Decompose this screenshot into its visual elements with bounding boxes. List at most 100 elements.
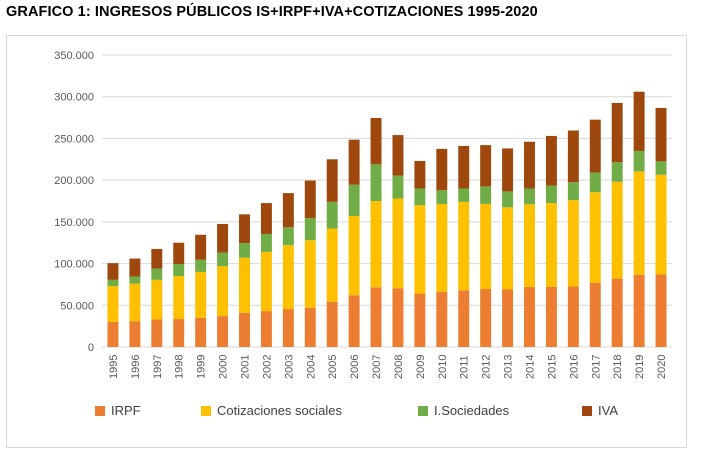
bar-segment-iva-2001 — [239, 214, 250, 244]
bar-segment-irpf-2006 — [348, 295, 360, 347]
bar-segment-cotizaciones-sociales-2015 — [545, 203, 557, 287]
bar-segment-cotizaciones-sociales-2017 — [589, 192, 601, 283]
bar-segment-i-sociedades-2015 — [545, 185, 557, 204]
bar-segment-irpf-2009 — [414, 293, 426, 347]
bar-segment-irpf-2011 — [458, 290, 470, 347]
bar-segment-cotizaciones-sociales-2008 — [392, 198, 404, 289]
bar-segment-iva-2012 — [480, 145, 492, 187]
legend-swatch — [201, 405, 211, 416]
bar-segment-iva-2005 — [326, 159, 338, 202]
bar-segment-iva-2020 — [655, 107, 667, 162]
bar-segment-i-sociedades-1995 — [107, 279, 119, 287]
bar-segment-cotizaciones-sociales-2013 — [502, 207, 514, 290]
bar-segment-cotizaciones-sociales-2005 — [326, 228, 338, 302]
bar-segment-irpf-2010 — [436, 291, 448, 347]
x-tick-label: 2005 — [327, 355, 339, 379]
bar-segment-i-sociedades-2019 — [633, 150, 645, 172]
legend-swatch — [418, 405, 428, 416]
bar-segment-i-sociedades-2018 — [611, 162, 623, 182]
bar-segment-irpf-2020 — [655, 274, 667, 347]
bar-segment-cotizaciones-sociales-2012 — [480, 203, 492, 290]
bar-segment-i-sociedades-2003 — [282, 227, 294, 246]
bar-segment-i-sociedades-2009 — [414, 188, 426, 206]
bar-segment-cotizaciones-sociales-2002 — [260, 251, 272, 312]
bar-segment-irpf-2003 — [282, 309, 294, 347]
y-tick-label: 200.000 — [54, 175, 94, 187]
bar-segment-cotizaciones-sociales-2020 — [655, 174, 667, 275]
bar-segment-iva-2007 — [370, 117, 382, 165]
bar-segment-cotizaciones-sociales-2004 — [304, 240, 316, 308]
bar-segment-i-sociedades-2002 — [260, 233, 272, 252]
bar-segment-i-sociedades-2020 — [655, 161, 667, 175]
x-tick-label: 2002 — [261, 355, 273, 379]
bar-segment-i-sociedades-2012 — [480, 186, 492, 204]
x-tick-label: 2010 — [437, 355, 449, 379]
bar-segment-irpf-2001 — [239, 312, 250, 347]
bar-segment-irpf-1998 — [173, 319, 185, 347]
bar-segment-iva-2010 — [436, 148, 448, 191]
bar-segment-iva-2019 — [633, 91, 645, 151]
bar-segment-i-sociedades-2014 — [524, 188, 535, 205]
bar-segment-iva-2016 — [567, 130, 579, 183]
y-tick-label: 250.000 — [54, 133, 94, 145]
x-tick-label: 2015 — [546, 355, 558, 379]
y-tick-label: 100.000 — [54, 259, 94, 271]
bar-segment-iva-2006 — [348, 139, 360, 185]
x-tick-label: 2018 — [612, 355, 624, 379]
bar-segment-i-sociedades-2004 — [304, 218, 316, 241]
y-tick-label: 50.000 — [60, 300, 94, 312]
bar-segment-i-sociedades-1997 — [151, 268, 163, 280]
bar-segment-i-sociedades-2010 — [436, 190, 448, 204]
legend-item: I.Sociedades — [418, 403, 509, 418]
bar-segment-cotizaciones-sociales-1999 — [195, 271, 207, 318]
chart-frame — [6, 35, 687, 448]
bar-segment-irpf-2012 — [480, 289, 492, 347]
x-tick-label: 2013 — [503, 355, 515, 379]
bar-segment-cotizaciones-sociales-2016 — [567, 200, 579, 287]
x-tick-label: 2011 — [459, 355, 471, 379]
bar-segment-irpf-2018 — [611, 278, 623, 347]
y-tick-label: 350.000 — [54, 50, 94, 62]
x-tick-label: 1997 — [152, 355, 164, 379]
bar-segment-i-sociedades-2008 — [392, 175, 404, 199]
x-tick-label: 2004 — [305, 355, 317, 379]
bar-segment-i-sociedades-2011 — [458, 188, 470, 202]
bar-segment-iva-2013 — [502, 148, 514, 192]
legend-swatch — [582, 405, 592, 416]
bar-segment-cotizaciones-sociales-2007 — [370, 201, 382, 288]
x-tick-label: 1999 — [196, 355, 208, 379]
x-tick-label: 1995 — [108, 355, 120, 379]
x-tick-label: 2016 — [568, 355, 580, 379]
x-tick-label: 2006 — [349, 355, 361, 379]
bar-segment-iva-2018 — [611, 102, 623, 163]
bar-segment-i-sociedades-2001 — [239, 243, 250, 258]
bar-segment-irpf-2015 — [545, 286, 557, 347]
x-tick-label: 2012 — [481, 355, 493, 379]
bar-segment-irpf-2004 — [304, 307, 316, 347]
bar-segment-irpf-2005 — [326, 301, 338, 347]
legend-item: Cotizaciones sociales — [201, 403, 342, 418]
x-tick-label: 2003 — [283, 355, 295, 379]
x-tick-label: 2019 — [634, 355, 646, 379]
bar-segment-iva-2004 — [304, 180, 316, 219]
bar-segment-irpf-2007 — [370, 287, 382, 347]
bar-segment-irpf-2002 — [260, 311, 272, 347]
x-tick-label: 1996 — [130, 355, 142, 379]
bar-segment-cotizaciones-sociales-1996 — [129, 283, 141, 322]
x-tick-label: 2001 — [240, 355, 252, 379]
bar-segment-iva-1999 — [195, 234, 207, 260]
x-tick-label: 2017 — [590, 355, 602, 379]
bar-segment-cotizaciones-sociales-2009 — [414, 205, 426, 294]
legend-item: IRPF — [95, 403, 141, 418]
legend-label: I.Sociedades — [434, 403, 510, 418]
x-tick-label: 2000 — [218, 355, 230, 379]
x-tick-label: 2009 — [415, 355, 427, 379]
bar-segment-iva-2008 — [392, 135, 404, 176]
bar-segment-irpf-2017 — [589, 282, 601, 347]
bar-segment-cotizaciones-sociales-2010 — [436, 203, 448, 292]
bar-segment-cotizaciones-sociales-2014 — [524, 204, 535, 287]
legend-label: Cotizaciones sociales — [217, 403, 343, 418]
bar-segment-irpf-2008 — [392, 288, 404, 347]
bar-segment-i-sociedades-2013 — [502, 191, 514, 208]
